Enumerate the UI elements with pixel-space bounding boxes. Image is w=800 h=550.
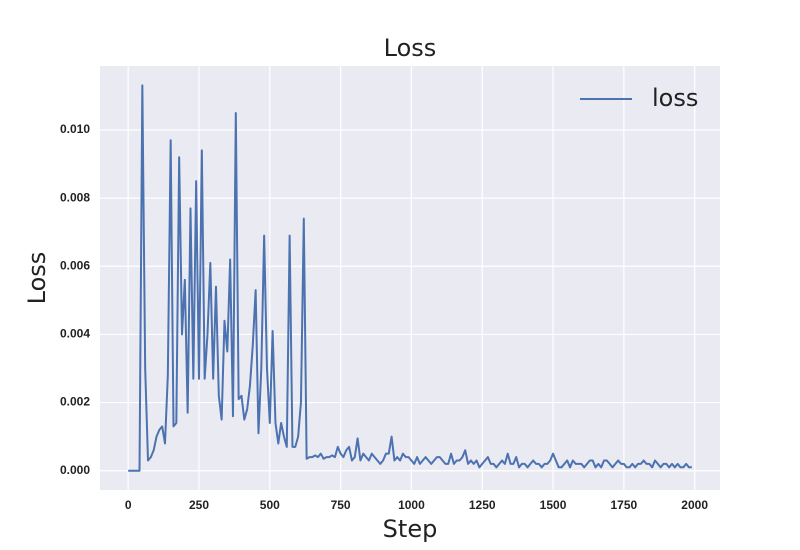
x-axis-title: Step [383, 515, 438, 543]
x-tick-label: 1500 [540, 498, 567, 512]
chart-title: Loss [384, 34, 437, 62]
y-tick-label: 0.002 [60, 395, 90, 409]
x-tick-label: 2000 [681, 498, 708, 512]
y-tick-label: 0.006 [60, 258, 90, 272]
x-tick-label: 500 [260, 498, 280, 512]
line-series [128, 84, 692, 472]
x-tick-label: 1000 [398, 498, 425, 512]
x-tick-label: 750 [331, 498, 351, 512]
y-tick-label: 0.004 [60, 327, 90, 341]
y-tick-label: 0.010 [60, 122, 90, 136]
x-tick-label: 1750 [610, 498, 637, 512]
x-tick-label: 0 [125, 498, 132, 512]
x-tick-label: 1250 [469, 498, 496, 512]
y-tick-label: 0.008 [60, 190, 90, 204]
y-axis-title: Loss [23, 252, 51, 305]
legend-label: loss [652, 84, 698, 112]
x-tick-label: 250 [189, 498, 209, 512]
y-tick-label: 0.000 [60, 463, 90, 477]
